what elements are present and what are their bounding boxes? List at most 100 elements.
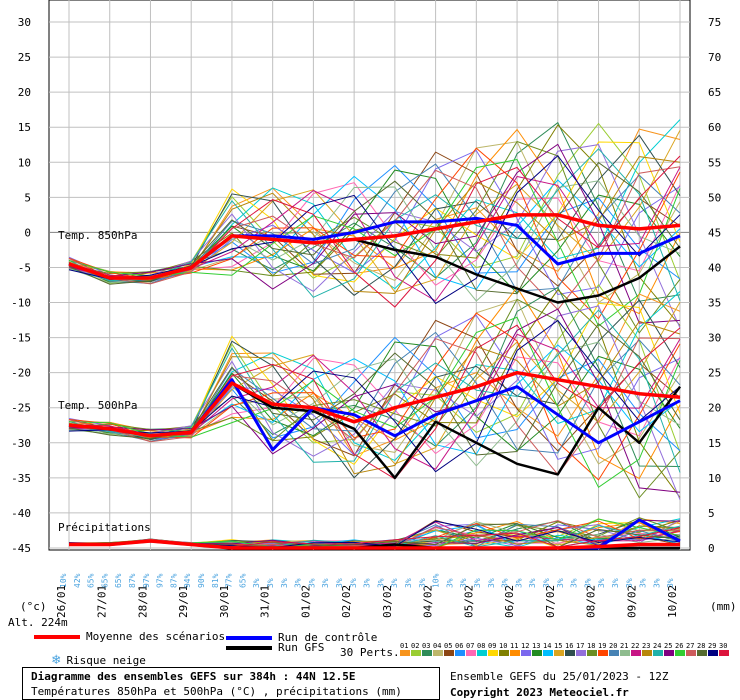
right-axis-unit: (mm) [710, 600, 737, 613]
legend-snow-label: Risque neige [66, 653, 146, 667]
pert-id-label: 20 [609, 642, 617, 650]
footer-copyright: Copyright 2023 Meteociel.fr [450, 686, 629, 699]
mean-line [68, 213, 681, 280]
mean-line [68, 370, 681, 438]
pert-color-swatch [598, 650, 608, 656]
left-tick-label: 20 [18, 86, 31, 99]
left-tick-label: 25 [18, 51, 31, 64]
left-tick-label: 0 [24, 226, 31, 239]
perturbation-color-key: 01 02 03 04 05 06 07 08 09 10 11 12 13 14 15 16 17 18 19 20… [400, 642, 729, 656]
date-label: 27/01 [96, 585, 109, 618]
snow-risk-value: 3% [307, 578, 316, 588]
pert-id-label: 09 [488, 642, 496, 650]
pert-id-label: 11 [510, 642, 518, 650]
perturbation-line [68, 140, 681, 334]
panel-label-850: Temp. 850hPa [58, 229, 138, 242]
pert-id-label: 14 [543, 642, 551, 650]
right-tick-label: 75 [708, 16, 721, 29]
pert-id-label: 12 [521, 642, 529, 650]
date-label: 10/02 [666, 585, 679, 618]
pert-color-swatch [620, 650, 630, 656]
snow-risk-value: 3% [321, 578, 330, 588]
left-tick-label: 5 [24, 191, 31, 204]
right-tick-label: 45 [708, 226, 721, 239]
pert-id-label: 04 [433, 642, 441, 650]
pert-id-label: 08 [477, 642, 485, 650]
date-label: 01/02 [299, 585, 312, 618]
pert-id-label: 22 [631, 642, 639, 650]
pert-id-label: 15 [554, 642, 562, 650]
snow-risk-value: 87% [169, 573, 178, 588]
date-label: 03/02 [381, 585, 394, 618]
date-label: 31/01 [259, 585, 272, 618]
left-tick-label: -30 [11, 437, 31, 450]
snow-risk-value: 97% [142, 573, 151, 588]
left-tick-label: -15 [11, 332, 31, 345]
pert-id-label: 16 [565, 642, 573, 650]
pert-color-swatch [433, 650, 443, 656]
snow-risk-value: 3% [376, 578, 385, 588]
perturbation-line [68, 331, 681, 454]
date-label: 08/02 [585, 585, 598, 618]
snowflake-icon: ❄ [52, 652, 61, 668]
snow-risk-value: 3% [418, 578, 427, 588]
footer-box: Diagramme des ensembles GEFS sur 384h : … [22, 667, 440, 700]
pert-id-label: 05 [444, 642, 452, 650]
snow-risk-value: 10% [59, 573, 68, 588]
mean-line [69, 539, 680, 550]
legend-perts-label: 30 Perts. [340, 646, 400, 659]
snow-risk-value: 81% [211, 573, 220, 588]
altitude-label: Alt. 224m [8, 616, 68, 629]
pert-id-label: 21 [620, 642, 628, 650]
pert-color-swatch [554, 650, 564, 656]
pert-color-swatch [521, 650, 531, 656]
pert-id-label: 17 [576, 642, 584, 650]
snow-risk-value: 3% [611, 578, 620, 588]
snow-risk-value: 65% [87, 573, 96, 588]
perturbation-line [68, 298, 681, 499]
pert-color-swatch [400, 650, 410, 656]
snow-risk-value: 3% [501, 578, 510, 588]
snow-risk-value: 3% [528, 578, 537, 588]
snow-risk-value: 87% [128, 573, 137, 588]
right-tick-label: 20 [708, 402, 721, 415]
pert-color-swatch [631, 650, 641, 656]
snow-risk-value: 3% [597, 578, 606, 588]
date-label: 26/01 [55, 585, 68, 618]
right-tick-label: 60 [708, 121, 721, 134]
pert-id-label: 28 [697, 642, 705, 650]
snow-risk-value: 3% [652, 578, 661, 588]
right-tick-label: 25 [708, 367, 721, 380]
snow-risk-value: 3% [280, 578, 289, 588]
snow-risk-value: 3% [335, 578, 344, 588]
legend-mean-label: Moyenne des scénarios [86, 630, 226, 643]
snow-risk-value: 3% [556, 578, 565, 588]
left-tick-label: -25 [11, 402, 31, 415]
pert-id-label: 25 [664, 642, 672, 650]
legend-control-label: Run de contrôle [278, 631, 378, 644]
legend-gfs: Run GFS [226, 641, 324, 654]
legend-mean-swatch [34, 634, 80, 639]
legend-control-swatch [226, 635, 272, 640]
pert-color-swatch [488, 650, 498, 656]
pert-id-label: 01 [400, 642, 408, 650]
pert-id-label: 24 [653, 642, 661, 650]
pert-color-swatch [576, 650, 586, 656]
legend-mean: Moyenne des scénarios [34, 630, 225, 643]
date-label: 04/02 [422, 585, 435, 618]
pert-color-swatch [653, 650, 663, 656]
snow-risk-value: 3% [542, 578, 551, 588]
snow-risk-value: 3% [294, 578, 303, 588]
snow-risk-value: 3% [583, 578, 592, 588]
pert-color-swatch [532, 650, 542, 656]
pert-color-swatch [664, 650, 674, 656]
pert-id-label: 10 [499, 642, 507, 650]
snow-risk-value: 3% [487, 578, 496, 588]
snow-risk-value: 3% [625, 578, 634, 588]
pert-id-label: 03 [422, 642, 430, 650]
snow-risk-value: 3% [266, 578, 275, 588]
pert-color-swatch [642, 650, 652, 656]
snow-risk-value: 3% [459, 578, 468, 588]
snow-risk-value: 3% [473, 578, 482, 588]
pert-color-swatch [543, 650, 553, 656]
